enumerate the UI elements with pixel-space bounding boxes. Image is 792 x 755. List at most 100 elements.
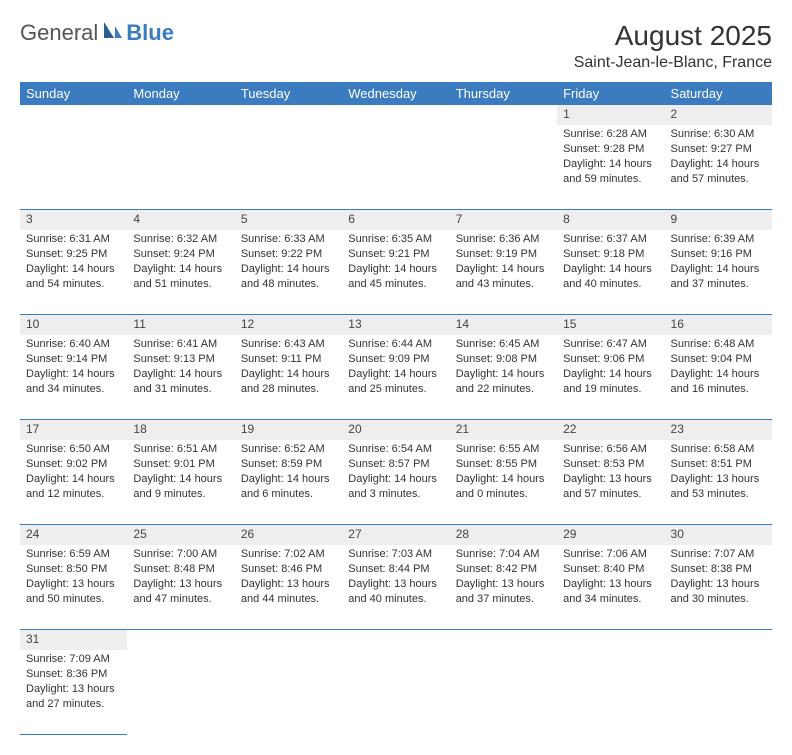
day-number: 4	[127, 210, 234, 231]
content-row: Sunrise: 6:40 AMSunset: 9:14 PMDaylight:…	[20, 335, 772, 420]
day-number: 3	[20, 210, 127, 231]
sunrise-text: Sunrise: 6:33 AM	[241, 232, 336, 247]
sunset-text: Sunset: 8:44 PM	[348, 562, 443, 577]
logo: GeneralBlue	[20, 20, 174, 46]
day-cell: Sunrise: 6:28 AMSunset: 9:28 PMDaylight:…	[557, 125, 664, 210]
sunrise-text: Sunrise: 7:00 AM	[133, 547, 228, 562]
day-number: 23	[665, 420, 772, 441]
sunset-text: Sunset: 8:42 PM	[456, 562, 551, 577]
weekday-header: Sunday	[20, 82, 127, 105]
day-number: 27	[342, 525, 449, 546]
daylight-text: Daylight: 14 hours and 25 minutes.	[348, 367, 443, 397]
day-cell: Sunrise: 6:44 AMSunset: 9:09 PMDaylight:…	[342, 335, 449, 420]
weekday-header: Monday	[127, 82, 234, 105]
sunrise-text: Sunrise: 6:54 AM	[348, 442, 443, 457]
daylight-text: Daylight: 14 hours and 16 minutes.	[671, 367, 766, 397]
day-cell: Sunrise: 6:47 AMSunset: 9:06 PMDaylight:…	[557, 335, 664, 420]
sunset-text: Sunset: 9:08 PM	[456, 352, 551, 367]
daylight-text: Daylight: 14 hours and 48 minutes.	[241, 262, 336, 292]
empty-cell	[450, 650, 557, 735]
day-cell: Sunrise: 7:03 AMSunset: 8:44 PMDaylight:…	[342, 545, 449, 630]
daylight-text: Daylight: 14 hours and 34 minutes.	[26, 367, 121, 397]
sunset-text: Sunset: 8:55 PM	[456, 457, 551, 472]
sunset-text: Sunset: 8:51 PM	[671, 457, 766, 472]
daylight-text: Daylight: 13 hours and 27 minutes.	[26, 682, 121, 712]
day-cell: Sunrise: 7:04 AMSunset: 8:42 PMDaylight:…	[450, 545, 557, 630]
title-block: August 2025 Saint-Jean-le-Blanc, France	[574, 20, 772, 72]
empty-cell	[557, 650, 664, 735]
day-cell: Sunrise: 6:43 AMSunset: 9:11 PMDaylight:…	[235, 335, 342, 420]
sunset-text: Sunset: 9:01 PM	[133, 457, 228, 472]
empty-cell	[342, 630, 449, 651]
sunset-text: Sunset: 8:40 PM	[563, 562, 658, 577]
month-title: August 2025	[574, 20, 772, 52]
day-number: 6	[342, 210, 449, 231]
content-row: Sunrise: 6:28 AMSunset: 9:28 PMDaylight:…	[20, 125, 772, 210]
day-cell: Sunrise: 7:07 AMSunset: 8:38 PMDaylight:…	[665, 545, 772, 630]
content-row: Sunrise: 6:50 AMSunset: 9:02 PMDaylight:…	[20, 440, 772, 525]
sunset-text: Sunset: 8:59 PM	[241, 457, 336, 472]
header: GeneralBlue August 2025 Saint-Jean-le-Bl…	[20, 20, 772, 72]
empty-cell	[665, 630, 772, 651]
daylight-text: Daylight: 13 hours and 34 minutes.	[563, 577, 658, 607]
weekday-header: Tuesday	[235, 82, 342, 105]
daylight-text: Daylight: 13 hours and 53 minutes.	[671, 472, 766, 502]
day-cell: Sunrise: 6:51 AMSunset: 9:01 PMDaylight:…	[127, 440, 234, 525]
daylight-text: Daylight: 14 hours and 0 minutes.	[456, 472, 551, 502]
empty-cell	[235, 105, 342, 125]
logo-text-general: General	[20, 20, 98, 46]
sunrise-text: Sunrise: 6:39 AM	[671, 232, 766, 247]
day-number: 2	[665, 105, 772, 125]
sunset-text: Sunset: 8:46 PM	[241, 562, 336, 577]
daylight-text: Daylight: 14 hours and 28 minutes.	[241, 367, 336, 397]
empty-cell	[20, 105, 127, 125]
day-cell: Sunrise: 7:09 AMSunset: 8:36 PMDaylight:…	[20, 650, 127, 735]
day-number: 12	[235, 315, 342, 336]
sunset-text: Sunset: 9:06 PM	[563, 352, 658, 367]
weekday-header: Friday	[557, 82, 664, 105]
day-cell: Sunrise: 6:39 AMSunset: 9:16 PMDaylight:…	[665, 230, 772, 315]
sunset-text: Sunset: 9:21 PM	[348, 247, 443, 262]
day-cell: Sunrise: 6:58 AMSunset: 8:51 PMDaylight:…	[665, 440, 772, 525]
empty-cell	[20, 125, 127, 210]
sunset-text: Sunset: 8:53 PM	[563, 457, 658, 472]
empty-cell	[557, 630, 664, 651]
sunrise-text: Sunrise: 6:50 AM	[26, 442, 121, 457]
day-number: 5	[235, 210, 342, 231]
sunset-text: Sunset: 9:27 PM	[671, 142, 766, 157]
sunset-text: Sunset: 9:22 PM	[241, 247, 336, 262]
daynum-row: 31	[20, 630, 772, 651]
sunrise-text: Sunrise: 7:03 AM	[348, 547, 443, 562]
sunrise-text: Sunrise: 7:09 AM	[26, 652, 121, 667]
sunrise-text: Sunrise: 6:59 AM	[26, 547, 121, 562]
day-cell: Sunrise: 6:56 AMSunset: 8:53 PMDaylight:…	[557, 440, 664, 525]
day-number: 1	[557, 105, 664, 125]
empty-cell	[127, 630, 234, 651]
daylight-text: Daylight: 14 hours and 31 minutes.	[133, 367, 228, 397]
day-cell: Sunrise: 6:50 AMSunset: 9:02 PMDaylight:…	[20, 440, 127, 525]
daylight-text: Daylight: 13 hours and 40 minutes.	[348, 577, 443, 607]
sunrise-text: Sunrise: 6:32 AM	[133, 232, 228, 247]
day-number: 29	[557, 525, 664, 546]
sunrise-text: Sunrise: 6:58 AM	[671, 442, 766, 457]
daylight-text: Daylight: 14 hours and 3 minutes.	[348, 472, 443, 502]
daynum-row: 12	[20, 105, 772, 125]
day-cell: Sunrise: 6:40 AMSunset: 9:14 PMDaylight:…	[20, 335, 127, 420]
day-cell: Sunrise: 6:54 AMSunset: 8:57 PMDaylight:…	[342, 440, 449, 525]
day-cell: Sunrise: 6:37 AMSunset: 9:18 PMDaylight:…	[557, 230, 664, 315]
sunrise-text: Sunrise: 6:48 AM	[671, 337, 766, 352]
sunset-text: Sunset: 9:18 PM	[563, 247, 658, 262]
sunset-text: Sunset: 9:02 PM	[26, 457, 121, 472]
day-cell: Sunrise: 7:06 AMSunset: 8:40 PMDaylight:…	[557, 545, 664, 630]
day-cell: Sunrise: 6:48 AMSunset: 9:04 PMDaylight:…	[665, 335, 772, 420]
sunrise-text: Sunrise: 6:45 AM	[456, 337, 551, 352]
sunrise-text: Sunrise: 6:36 AM	[456, 232, 551, 247]
daynum-row: 24252627282930	[20, 525, 772, 546]
daylight-text: Daylight: 14 hours and 12 minutes.	[26, 472, 121, 502]
sunrise-text: Sunrise: 6:35 AM	[348, 232, 443, 247]
day-number: 28	[450, 525, 557, 546]
sunrise-text: Sunrise: 7:06 AM	[563, 547, 658, 562]
day-number: 14	[450, 315, 557, 336]
daylight-text: Daylight: 13 hours and 57 minutes.	[563, 472, 658, 502]
daynum-row: 17181920212223	[20, 420, 772, 441]
